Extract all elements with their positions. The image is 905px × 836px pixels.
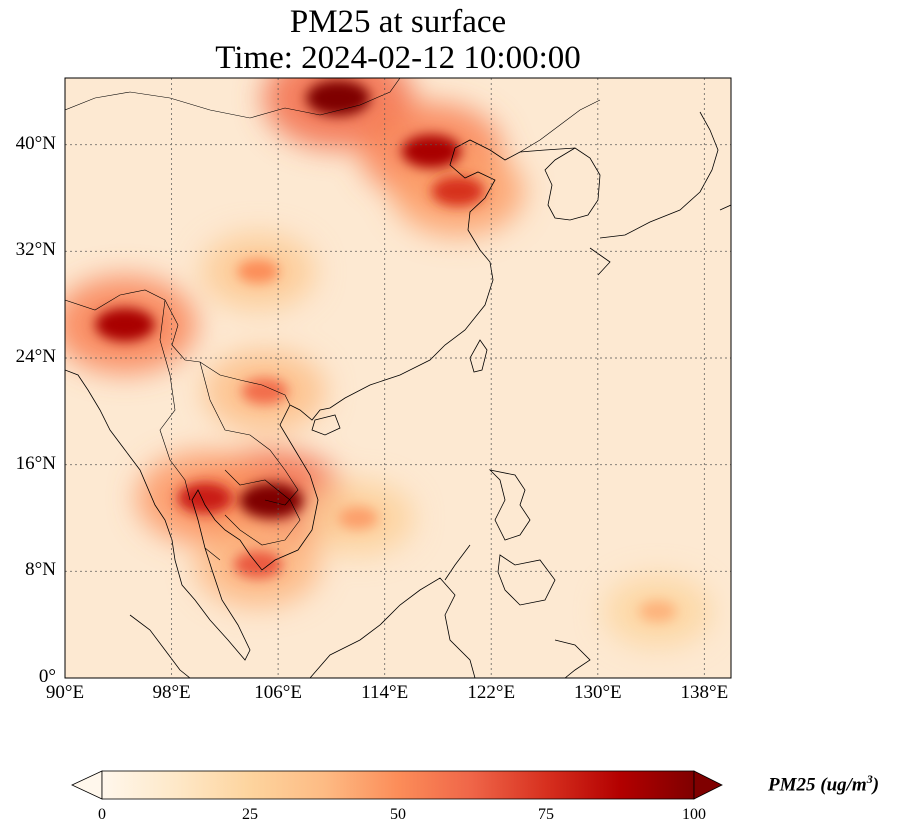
map-frame [64, 77, 732, 679]
colorbar-tick-label: 50 [390, 806, 406, 823]
lat-tick-label: 8°N [25, 559, 56, 581]
colorbar-tick-label: 100 [682, 806, 706, 823]
lat-tick-label: 24°N [15, 346, 56, 367]
colorbar-tick-label: 25 [242, 806, 258, 823]
pm25-hotspot-south-china-sea-band [338, 506, 378, 530]
lon-tick-label: 114°E [361, 682, 409, 703]
pm25-hotspot-sichuan [237, 259, 280, 284]
pm25-hotspot-inner-mongolia-plume [306, 80, 371, 116]
map-area [65, 78, 731, 678]
taiwan-coastline [469, 339, 488, 373]
lat-tick-label: 32°N [15, 239, 56, 261]
sumatra-coastline [129, 614, 191, 678]
pm25-hotspot-shandong [431, 176, 485, 207]
japan-coastline [589, 111, 731, 276]
korea-china-border [519, 99, 601, 153]
colorbar-extend-min [71, 770, 103, 800]
map-title-line1: PM25 at surface [289, 4, 507, 40]
colorbar-label: PM25 (ug/m3) [768, 772, 879, 796]
coastlines [65, 111, 731, 678]
colorbar-label-close: ) [872, 774, 880, 796]
lon-tick-label: 130°E [573, 682, 622, 703]
lat-tick-label: 0° [38, 666, 56, 687]
sulawesi-coastline [554, 639, 591, 678]
lat-tick-label: 40°N [15, 132, 56, 154]
cambodia-border [224, 469, 301, 546]
gridlines [65, 78, 731, 678]
pm25-hotspot-cambodia [239, 482, 304, 519]
myanmar-coastline [65, 369, 173, 541]
korea-coastline [544, 147, 601, 221]
lon-tick-label: 98°E [152, 682, 191, 703]
colorbar-label-sup: 3 [866, 772, 873, 786]
lon-tick-label: 90°E [45, 682, 85, 703]
philippines-coastline [444, 469, 556, 606]
colorbar-tick-label: 0 [98, 806, 106, 823]
colorbar-label-main: PM25 (ug/m [768, 774, 867, 796]
pm25-hotspot-thailand-central [177, 482, 233, 514]
laos-border [199, 361, 299, 506]
mongolia-border [65, 78, 401, 119]
borneo-coastline [309, 577, 476, 678]
lon-tick-label: 138°E [680, 682, 729, 703]
pm25-hotspot-red-river [241, 378, 288, 405]
lon-tick-label: 106°E [254, 682, 302, 703]
pm25-hotspot-pacific-band [638, 600, 677, 623]
china-himalaya-border [65, 289, 291, 406]
lon-tick-label: 122°E [467, 682, 516, 703]
colorbar-extend-max [693, 770, 723, 800]
country-borders [65, 78, 601, 561]
map-title-line2: Time: 2024-02-12 10:00:00 [215, 40, 581, 76]
colorbar-gradient [101, 770, 695, 800]
indochina-coastline [171, 404, 319, 661]
pm25-hotspot-north-china-plain [401, 134, 462, 169]
colorbar [71, 770, 723, 800]
colorbar-tick-label: 75 [538, 806, 554, 823]
malaysia-border [204, 547, 221, 561]
pm25-hotspot-myanmar-north [95, 307, 155, 342]
hainan-coastline [311, 414, 341, 436]
myanmar-thailand-border [159, 299, 191, 501]
lat-tick-label: 16°N [15, 452, 56, 474]
china-coastline [289, 139, 576, 421]
